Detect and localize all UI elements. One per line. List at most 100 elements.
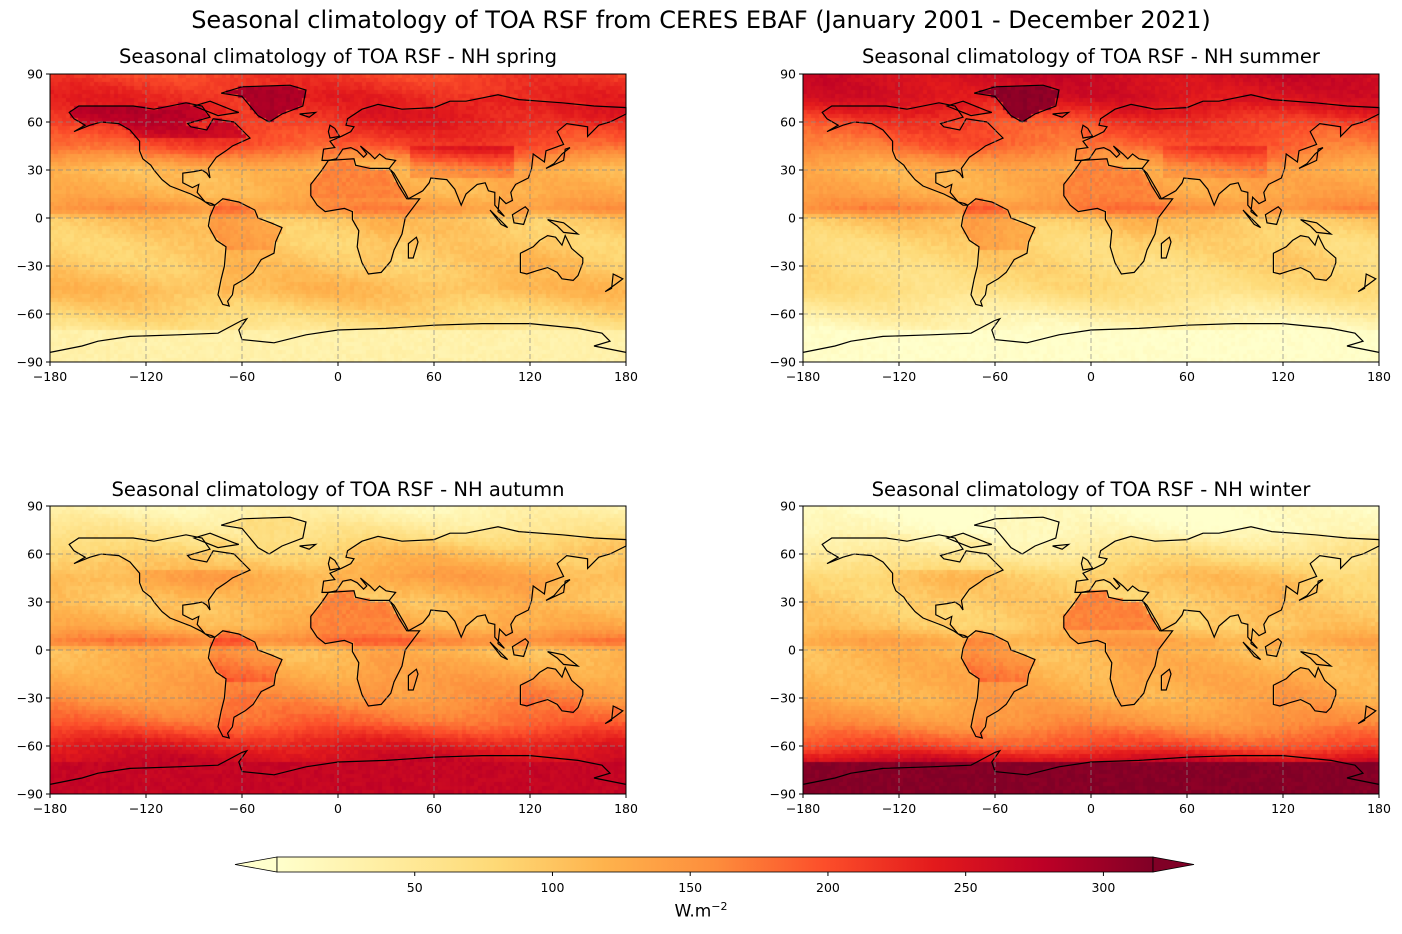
x-tick-label: −180 xyxy=(33,801,67,816)
y-tick-label: −60 xyxy=(770,739,796,754)
coastline-southamerica xyxy=(960,198,1036,307)
y-tick-label: −90 xyxy=(17,355,43,370)
coastline-baffin xyxy=(192,532,239,549)
y-tick-label: 0 xyxy=(35,643,43,658)
coastline-borneo xyxy=(511,206,530,226)
y-tick-label: 0 xyxy=(788,211,796,226)
y-tick-label: 30 xyxy=(780,595,796,610)
map-panel-autumn: −180 −120 −60 0 60 120 180 −90 −60 −30 0 30 60 90 xyxy=(17,499,638,817)
coastline-antarctica xyxy=(49,749,627,785)
coastline-uk xyxy=(327,556,341,571)
coastline-iceland xyxy=(1052,111,1071,118)
colorbar-label-exponent: −2 xyxy=(711,900,728,913)
map-frame xyxy=(49,505,627,795)
y-tick-label: −60 xyxy=(17,307,43,322)
x-tick-label: −60 xyxy=(229,369,255,384)
x-tick-label: 180 xyxy=(614,369,638,384)
x-tick-label: −120 xyxy=(882,801,916,816)
x-tick-label: 60 xyxy=(426,369,442,384)
y-tick-label: −30 xyxy=(17,259,43,274)
y-tick-label: 30 xyxy=(780,163,796,178)
coastline-japan xyxy=(1298,579,1324,601)
coastline-northamerica xyxy=(68,534,252,638)
x-tick-label: −120 xyxy=(129,369,163,384)
coastline-borneo xyxy=(1264,638,1283,658)
coastline-baffin xyxy=(945,532,992,549)
coastline-newzealand xyxy=(604,705,624,725)
x-tick-label: 180 xyxy=(1367,369,1391,384)
coastline-iceland xyxy=(1052,543,1071,550)
coastline-newzealand xyxy=(1357,705,1377,725)
y-tick-label: 0 xyxy=(35,211,43,226)
map-frame xyxy=(802,73,1380,363)
x-tick-label: −180 xyxy=(786,801,820,816)
x-tick-label: −180 xyxy=(33,369,67,384)
x-tick-label: 0 xyxy=(334,801,342,816)
x-tick-label: 120 xyxy=(1271,801,1295,816)
coastline-southamerica xyxy=(960,630,1036,739)
y-tick-label: 90 xyxy=(27,67,43,82)
coastline-japan xyxy=(545,147,571,169)
coastline-sumatra xyxy=(1242,209,1262,229)
coastline-baffin xyxy=(945,100,992,117)
coastline-northamerica xyxy=(821,102,1005,206)
coastline-antarctica xyxy=(802,317,1380,353)
coastline-madagascar xyxy=(1160,236,1172,259)
colorbar-tick-label: 150 xyxy=(678,880,703,895)
y-tick-label: −60 xyxy=(770,307,796,322)
y-tick-label: 60 xyxy=(780,115,796,130)
coastline-japan xyxy=(1298,147,1324,169)
x-tick-label: 120 xyxy=(518,801,542,816)
y-tick-label: 30 xyxy=(27,595,43,610)
coastline-northamerica xyxy=(68,102,252,206)
coastline-borneo xyxy=(1264,206,1283,226)
colorbar-label-base: W.m xyxy=(674,901,712,922)
x-tick-label: 0 xyxy=(1087,369,1095,384)
coastline-eurasia xyxy=(321,94,627,217)
colorbar-max-extend xyxy=(1152,856,1195,873)
coastline-uk xyxy=(327,124,341,139)
coastline-newguinea xyxy=(547,219,581,235)
y-tick-label: 90 xyxy=(27,499,43,514)
map-panel-winter: −180 −120 −60 0 60 120 180 −90 −60 −30 0 30 60 90 xyxy=(770,499,1391,817)
map-frame xyxy=(49,73,627,363)
panel-title-summer: Seasonal climatology of TOA RSF - NH sum… xyxy=(862,45,1320,68)
panel-title-winter: Seasonal climatology of TOA RSF - NH win… xyxy=(871,478,1311,501)
x-tick-label: 180 xyxy=(614,801,638,816)
y-tick-label: −90 xyxy=(17,787,43,802)
colorbar-label: W.m−2 xyxy=(0,900,1402,922)
colorbar-min-extend xyxy=(234,856,278,873)
coastline-madagascar xyxy=(407,236,419,259)
coastline-australia xyxy=(1272,666,1337,714)
map-overlay: −180 −120 −60 0 60 120 180 −90 −60 −30 0 30 60 90 xyxy=(770,499,1391,817)
coastline-newzealand xyxy=(1357,273,1377,293)
map-frame xyxy=(802,505,1380,795)
coastline-newzealand xyxy=(604,273,624,293)
y-tick-label: 90 xyxy=(780,499,796,514)
coastline-greenland xyxy=(221,84,307,123)
panel-title-autumn: Seasonal climatology of TOA RSF - NH aut… xyxy=(111,478,565,501)
x-tick-label: 120 xyxy=(1271,369,1295,384)
coastline-japan xyxy=(545,579,571,601)
coastline-southamerica xyxy=(207,198,283,307)
coastline-greenland xyxy=(974,84,1060,123)
coastline-newguinea xyxy=(547,651,581,667)
panel-title-spring: Seasonal climatology of TOA RSF - NH spr… xyxy=(118,45,558,68)
map-overlay: −180 −120 −60 0 60 120 180 −90 −60 −30 0 30 60 90 xyxy=(770,67,1391,385)
x-tick-label: −120 xyxy=(129,801,163,816)
x-tick-label: −60 xyxy=(982,801,1008,816)
y-tick-label: 60 xyxy=(780,547,796,562)
figure-title: Seasonal climatology of TOA RSF from CER… xyxy=(191,6,1211,34)
coastline-antarctica xyxy=(49,317,627,353)
coastline-borneo xyxy=(511,638,530,658)
y-tick-label: 90 xyxy=(780,67,796,82)
coastline-eurasia xyxy=(1074,94,1380,217)
coastline-africa xyxy=(310,590,421,707)
colorbar-tick-label: 250 xyxy=(953,880,978,895)
x-tick-label: 60 xyxy=(1179,369,1195,384)
coastline-iceland xyxy=(299,111,318,118)
colorbar-tick-label: 200 xyxy=(816,880,840,895)
coastline-greenland xyxy=(221,516,307,555)
coastline-sumatra xyxy=(489,209,509,229)
